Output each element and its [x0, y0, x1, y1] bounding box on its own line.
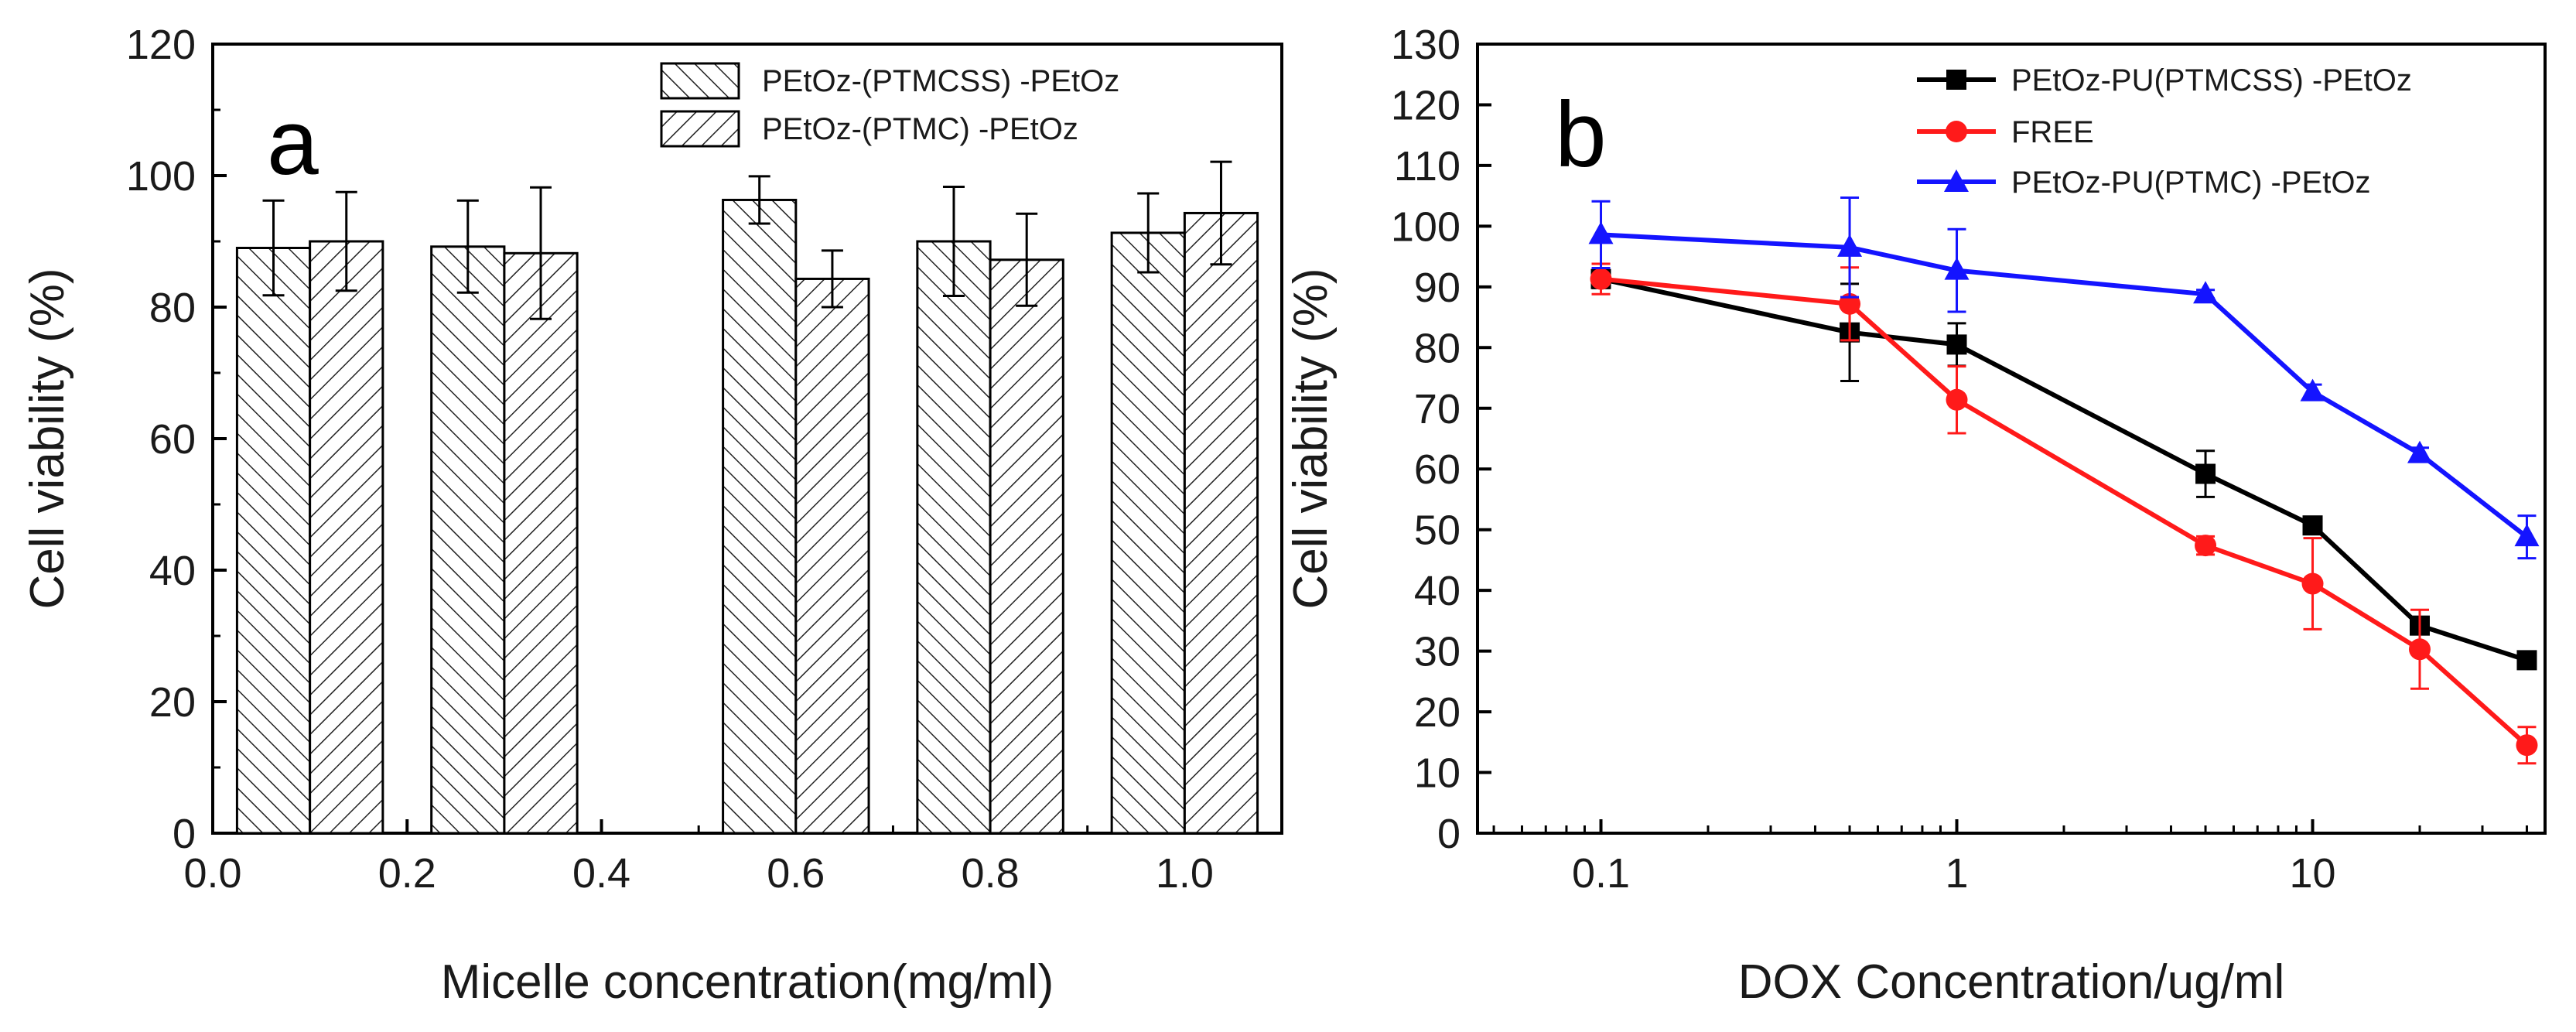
data-point — [2193, 281, 2219, 304]
data-point — [2407, 440, 2432, 463]
bar — [1110, 231, 1186, 835]
bar — [722, 198, 798, 835]
x-tick-label: 0.6 — [767, 850, 825, 897]
y-tick-label: 0 — [1437, 811, 1461, 857]
panel-b-series — [1588, 196, 2540, 765]
y-tick-label: 120 — [126, 22, 196, 68]
panel-a-y-axis-title: Cell viability (%) — [21, 268, 74, 610]
data-point — [1588, 221, 1614, 244]
panel-a-bars — [235, 198, 1259, 835]
x-tick-label: 0.4 — [572, 850, 630, 897]
x-tick-label: 0.1 — [1572, 850, 1630, 897]
y-tick-label: 80 — [1414, 325, 1461, 371]
data-point — [1837, 234, 1863, 257]
data-point — [1839, 292, 1861, 315]
bar — [503, 251, 579, 835]
data-point — [1946, 388, 1968, 411]
bar — [1183, 211, 1259, 835]
y-tick-label: 10 — [1414, 750, 1461, 797]
y-tick-label: 60 — [149, 416, 196, 463]
panel-b-y-axis-title: Cell viability (%) — [1284, 268, 1338, 610]
y-tick-label: 110 — [1394, 143, 1461, 190]
x-tick-label: 1.0 — [1156, 850, 1214, 897]
y-tick-label: 30 — [1414, 629, 1461, 675]
x-tick-label: 10 — [2289, 850, 2335, 897]
series-line — [1600, 276, 2528, 663]
legend-marker-free — [1946, 121, 1967, 142]
bar — [235, 247, 312, 835]
x-tick-label: 0.2 — [378, 850, 436, 897]
y-tick-label: 100 — [1391, 203, 1461, 250]
data-point — [2516, 734, 2538, 757]
legend-swatch-ptmc — [660, 110, 740, 148]
x-tick-label: 0.0 — [183, 850, 241, 897]
data-point — [1590, 268, 1612, 290]
legend-label-ptmcss: PEtOz-(PTMCSS) -PEtOz — [762, 64, 1119, 98]
data-point — [2301, 572, 2324, 595]
panel-b-label: b — [1555, 83, 1607, 186]
data-point — [1944, 257, 1970, 280]
panel-a: 0.0 0.2 0.4 0.6 0.8 1.0 0 20 40 60 80 100 120 a PEtO… — [21, 22, 1283, 1009]
y-tick-label: 100 — [126, 153, 196, 200]
panel-a-error-bars — [262, 160, 1232, 320]
legend-label-ptmc: PEtOz-(PTMC) -PEtOz — [762, 112, 1078, 146]
panel-b-legend: PEtOz-PU(PTMCSS) -PEtOz FREE PEtOz-PU(PT… — [1917, 63, 2412, 200]
data-point — [1946, 334, 1967, 355]
legend-marker-ptmcss — [1946, 70, 1966, 90]
panel-a-ticks: 0.0 0.2 0.4 0.6 0.8 1.0 0 20 40 60 80 100 120 — [126, 22, 1214, 897]
data-point — [2514, 524, 2540, 547]
y-tick-label: 90 — [1414, 265, 1461, 311]
series-line — [1601, 276, 2529, 747]
y-tick-label: 40 — [1414, 568, 1461, 614]
data-point — [2302, 515, 2323, 536]
y-tick-label: 20 — [149, 679, 196, 726]
panel-b-plot-frame — [1476, 43, 2547, 835]
y-tick-label: 70 — [1414, 386, 1461, 432]
legend-marker-ptmc — [1944, 169, 1969, 192]
panel-b-x-axis-title: DOX Concentration/ug/ml — [1738, 955, 2284, 1009]
y-tick-label: 130 — [1391, 22, 1461, 68]
panel-a-x-axis-title: Micelle concentration(mg/ml) — [441, 955, 1054, 1009]
data-point — [2408, 638, 2431, 661]
panel-a-legend: PEtOz-(PTMCSS) -PEtOz PEtOz-(PTMC) -PEtO… — [660, 62, 1119, 148]
x-tick-label: 1 — [1945, 850, 1968, 897]
y-tick-label: 80 — [149, 285, 196, 331]
legend-swatch-ptmcss — [660, 62, 740, 100]
series-line — [1601, 232, 2529, 539]
legend-label-pu-ptmc: PEtOz-PU(PTMC) -PEtOz — [2011, 166, 2370, 200]
data-point — [2195, 535, 2217, 557]
data-point — [2195, 463, 2216, 484]
x-tick-label: 0.8 — [962, 850, 1020, 897]
bar — [794, 277, 870, 835]
panel-a-label: a — [267, 91, 319, 194]
bar — [989, 258, 1064, 835]
data-point — [2516, 650, 2537, 671]
y-tick-label: 60 — [1414, 446, 1461, 493]
legend-label-free: FREE — [2011, 115, 2094, 149]
y-tick-label: 50 — [1414, 507, 1461, 554]
y-tick-label: 120 — [1391, 82, 1461, 128]
y-tick-label: 0 — [173, 811, 196, 857]
bar — [430, 245, 506, 835]
y-tick-label: 20 — [1414, 689, 1461, 736]
y-tick-label: 40 — [149, 548, 196, 594]
bar — [916, 240, 992, 835]
data-point — [2300, 378, 2325, 402]
bar — [309, 240, 384, 835]
legend-label-pu-ptmcss: PEtOz-PU(PTMCSS) -PEtOz — [2011, 63, 2412, 97]
